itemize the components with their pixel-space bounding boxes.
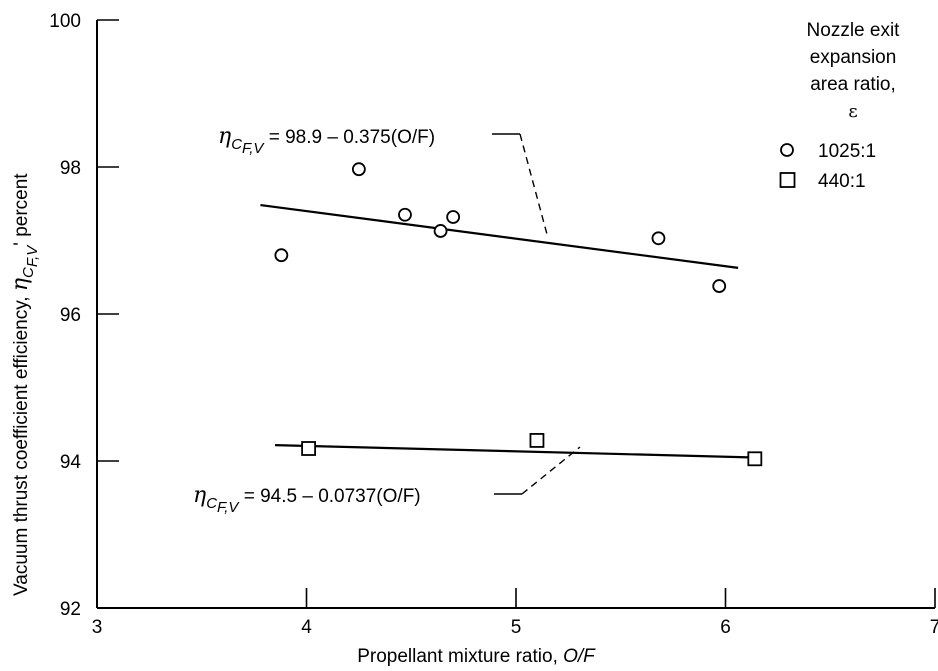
legend-title-line: ε: [848, 101, 857, 122]
data-point-circle: [433, 224, 448, 238]
legend-item-label: 1025:1: [818, 141, 876, 162]
data-point-circle: [712, 279, 727, 293]
legend-marker-circle: [780, 143, 794, 157]
x-tick-label: 3: [92, 617, 103, 638]
x-axis-title: Propellant mixture ratio, O/F: [357, 646, 596, 667]
data-point-circle: [398, 207, 412, 222]
ticks: 3 4 5 6 7 92 94 96 98 100: [49, 11, 938, 638]
data-point-circle: [351, 162, 366, 177]
y-tick-label: 98: [60, 158, 81, 179]
y-axis-title: Vacuum thrust coefficient efficiency, ηC…: [8, 173, 41, 596]
x-tick-label: 5: [511, 617, 522, 638]
y-tick-label: 94: [60, 452, 82, 473]
legend-item-label: 440:1: [818, 171, 866, 192]
data-point-square: [747, 451, 763, 467]
axes: [96, 20, 935, 609]
legend: Nozzle exit expansion area ratio, ε 1025:1 44…: [779, 20, 901, 192]
y-tick-label: 92: [60, 599, 81, 620]
equation-label: ηCF,V = 98.9 – 0.375(O/F): [218, 124, 435, 157]
legend-title-line: Nozzle exit: [807, 20, 901, 41]
legend-title-line: area ratio,: [810, 74, 896, 95]
data-points: [274, 162, 763, 467]
leader-line-dashed: [519, 133, 549, 239]
y-tick-label: 96: [60, 305, 81, 326]
axis-titles: Propellant mixture ratio, O/F Vacuum thru…: [8, 173, 596, 667]
leader-line-dashed: [521, 446, 581, 495]
x-tick-label: 6: [720, 617, 731, 638]
data-point-square: [301, 441, 316, 456]
fit-line-1025-1: [260, 203, 739, 269]
data-point-circle: [651, 231, 666, 246]
legend-marker-square: [779, 172, 796, 188]
x-tick-label: 7: [930, 617, 938, 638]
equation-annotations: ηCF,V = 98.9 – 0.375(O/F) ηCF,V = 94.5 – …: [193, 124, 581, 516]
equation-label: ηCF,V = 94.5 – 0.0737(O/F): [193, 483, 421, 516]
data-point-circle: [274, 248, 289, 263]
data-point-circle: [446, 210, 461, 224]
fit-lines: [260, 203, 760, 459]
fit-line-440-1: [275, 444, 760, 459]
legend-title-line: expansion: [810, 47, 897, 68]
y-tick-label: 100: [49, 11, 81, 32]
data-point-square: [529, 433, 545, 448]
x-tick-label: 4: [301, 617, 312, 638]
